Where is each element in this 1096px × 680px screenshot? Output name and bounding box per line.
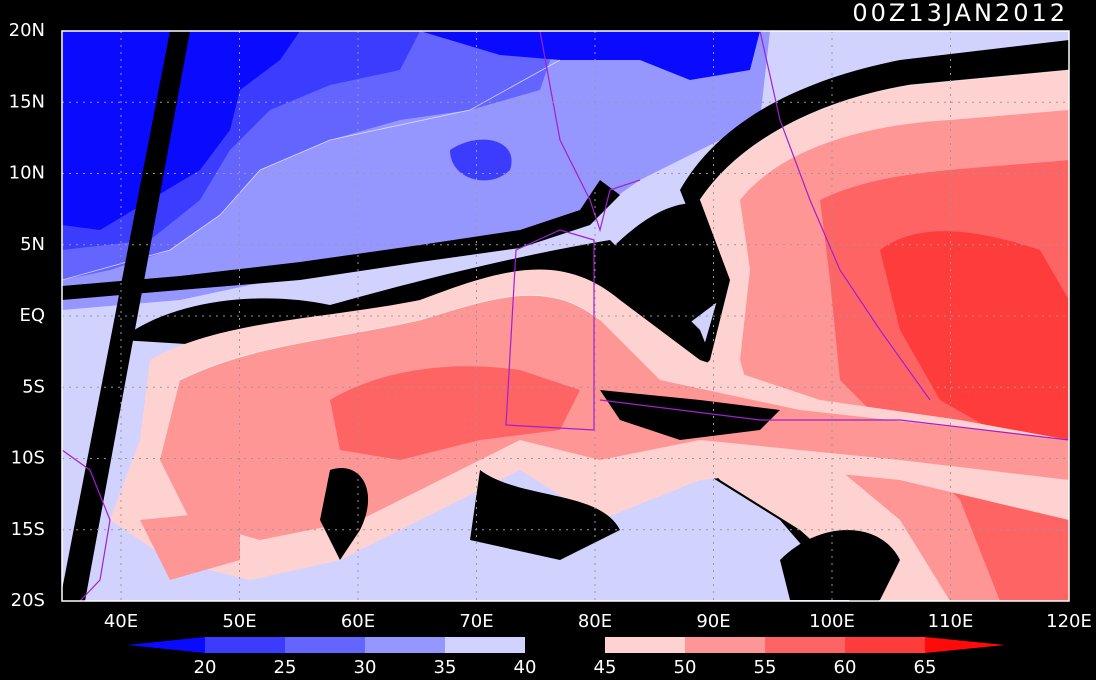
lon-label: 80E — [578, 611, 612, 632]
lon-label: 70E — [459, 611, 493, 632]
field-contour — [62, 180, 620, 300]
lon-label: 90E — [696, 611, 730, 632]
colorbar-label: 55 — [754, 657, 777, 678]
lat-label: EQ — [19, 305, 45, 326]
colorbar-label: 35 — [434, 657, 457, 678]
axis-labels: 20N 15N 10N 5N EQ 5S 10S 15S 20S 40E 50E 60E 70E 80E 9… — [9, 20, 1092, 632]
lat-label: 20S — [11, 590, 45, 611]
colorbar: 20 25 30 35 40 45 50 55 60 65 — [127, 637, 1005, 678]
lat-label: 5N — [20, 234, 45, 255]
field — [62, 31, 1069, 601]
coastline — [759, 31, 931, 401]
lon-label: 110E — [928, 611, 974, 632]
colorbar-box — [285, 637, 365, 653]
field-contour — [470, 470, 620, 560]
isoline — [62, 59, 561, 281]
lat-label: 5S — [22, 376, 45, 397]
colorbar-arrow — [127, 637, 205, 653]
coastline — [599, 399, 1069, 441]
colorbar-label: 60 — [834, 657, 857, 678]
lon-label: 120E — [1046, 611, 1092, 632]
colorbar-label: 45 — [594, 657, 617, 678]
lat-label: 10N — [9, 163, 45, 184]
coastline — [62, 449, 111, 601]
colorbar-label: 20 — [194, 657, 217, 678]
colorbar-box — [685, 637, 765, 653]
field-contour — [450, 139, 512, 181]
lon-label: 50E — [222, 611, 256, 632]
isoline — [179, 294, 601, 381]
lat-label: 20N — [9, 20, 45, 41]
field-contour — [320, 468, 369, 560]
lat-label: 15N — [9, 91, 45, 112]
lon-label: 40E — [104, 611, 138, 632]
field-contour — [140, 510, 240, 580]
colorbar-box — [445, 637, 525, 653]
colorbar-box — [365, 637, 445, 653]
field-contour — [780, 530, 900, 600]
colorbar-label: 65 — [914, 657, 937, 678]
colorbar-label: 40 — [514, 657, 537, 678]
isoline — [699, 69, 1069, 201]
colorbar-label: 25 — [274, 657, 297, 678]
field-contour — [160, 295, 1069, 540]
lon-label: 60E — [341, 611, 375, 632]
colorbar-arrow — [925, 637, 1005, 653]
lon-label: 100E — [809, 611, 855, 632]
field-contour — [880, 231, 1069, 470]
colorbar-label: 30 — [354, 657, 377, 678]
colorbar-box — [205, 637, 285, 653]
field-contour — [600, 390, 780, 440]
lat-label: 10S — [11, 448, 45, 469]
map-title: 00Z13JAN2012 — [852, 0, 1068, 27]
colorbar-box — [525, 637, 605, 653]
field-contour — [330, 366, 580, 460]
colorbar-box — [605, 637, 685, 653]
colorbar-label: 50 — [674, 657, 697, 678]
map-frame — [61, 30, 1070, 602]
coastline — [505, 229, 595, 431]
colorbar-box — [845, 637, 925, 653]
lat-label: 15S — [11, 519, 45, 540]
colorbar-box — [765, 637, 845, 653]
field-contour — [420, 31, 760, 80]
